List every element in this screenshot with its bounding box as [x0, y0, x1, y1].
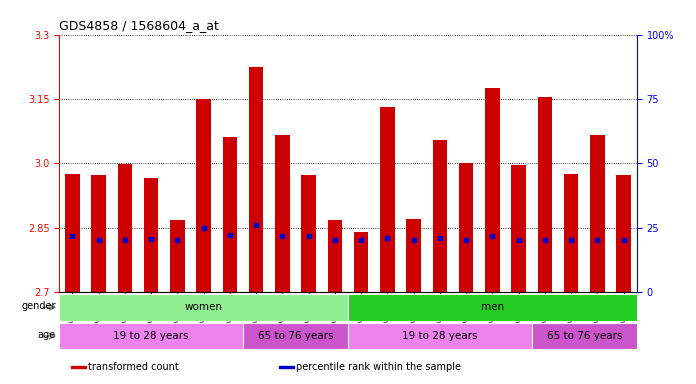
- Bar: [59, 323, 243, 349]
- Bar: [170, 220, 184, 292]
- Bar: [118, 164, 132, 292]
- Text: age: age: [38, 330, 56, 340]
- Bar: [249, 67, 263, 292]
- Text: women: women: [184, 302, 223, 312]
- Bar: [91, 175, 106, 292]
- Bar: [275, 135, 290, 292]
- Bar: [354, 232, 368, 292]
- Text: 65 to 76 years: 65 to 76 years: [258, 331, 333, 341]
- Bar: [590, 135, 605, 292]
- Text: transformed count: transformed count: [88, 362, 179, 372]
- Bar: [532, 323, 637, 349]
- Bar: [196, 99, 211, 292]
- Bar: [380, 108, 395, 292]
- Bar: [433, 140, 447, 292]
- Text: GDS4858 / 1568604_a_at: GDS4858 / 1568604_a_at: [59, 19, 219, 32]
- Text: 19 to 28 years: 19 to 28 years: [113, 331, 189, 341]
- Bar: [459, 163, 473, 292]
- Bar: [328, 220, 342, 292]
- Text: 19 to 28 years: 19 to 28 years: [402, 331, 477, 341]
- Bar: [485, 88, 500, 292]
- Bar: [538, 97, 552, 292]
- Bar: [348, 323, 532, 349]
- Bar: [512, 166, 526, 292]
- Bar: [243, 323, 348, 349]
- Bar: [406, 219, 421, 292]
- Bar: [348, 294, 637, 321]
- Bar: [71, 366, 86, 369]
- Text: gender: gender: [21, 301, 56, 311]
- Text: percentile rank within the sample: percentile rank within the sample: [296, 362, 461, 372]
- Bar: [564, 174, 578, 292]
- Text: men: men: [481, 302, 504, 312]
- Text: 65 to 76 years: 65 to 76 years: [546, 331, 622, 341]
- Bar: [59, 294, 348, 321]
- Bar: [144, 178, 158, 292]
- Bar: [301, 175, 316, 292]
- Bar: [278, 366, 294, 369]
- Bar: [617, 175, 631, 292]
- Bar: [65, 174, 79, 292]
- Bar: [223, 137, 237, 292]
